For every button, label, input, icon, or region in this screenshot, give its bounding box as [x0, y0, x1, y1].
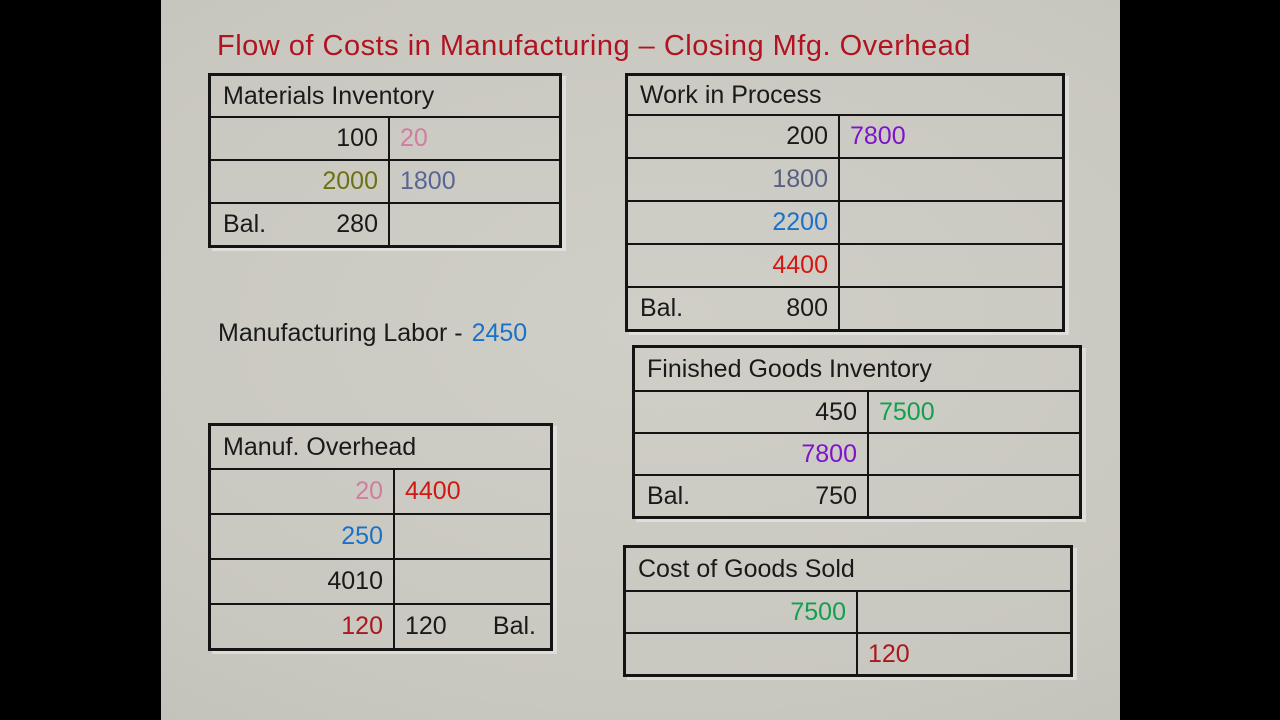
account-title: Materials Inventory — [223, 81, 435, 110]
debit-cell: Bal. 280 — [211, 204, 388, 245]
debit-cell — [626, 634, 856, 674]
debit-cell: Bal. 750 — [635, 476, 867, 516]
account-row: 7800 — [635, 432, 1079, 474]
credit-cell: 120 — [856, 634, 1070, 674]
credit-cell: 7500 — [867, 392, 1079, 432]
account-manufacturing-overhead: Manuf. Overhead 20 4400 250 — [208, 423, 553, 651]
credit-cell — [838, 288, 1062, 329]
amount-value: 1800 — [400, 167, 456, 195]
debit-cell: Bal. 800 — [628, 288, 838, 329]
account-row: 450 7500 — [635, 390, 1079, 432]
account-title: Manuf. Overhead — [223, 432, 417, 461]
amount-value: 7800 — [850, 122, 906, 150]
debit-cell: 1800 — [628, 159, 838, 200]
slide: Flow of Costs in Manufacturing – Closing… — [161, 0, 1120, 720]
account-title: Work in Process — [640, 80, 822, 109]
amount-value: 120 — [405, 612, 447, 640]
amount-value: 120 — [868, 639, 910, 668]
account-row: 7500 — [626, 590, 1070, 632]
amount-value: 800 — [786, 294, 828, 322]
credit-cell — [388, 204, 559, 245]
debit-cell: 4010 — [211, 560, 393, 603]
account-work-in-process: Work in Process 200 7800 1800 — [625, 73, 1065, 332]
account-row: 2200 — [628, 200, 1062, 243]
credit-cell — [838, 159, 1062, 200]
credit-cell — [867, 434, 1079, 474]
letterbox-right — [1120, 0, 1280, 720]
balance-label: Bal. — [647, 481, 691, 510]
debit-cell: 200 — [628, 116, 838, 157]
amount-value: 4400 — [405, 477, 461, 505]
amount-value: 4400 — [772, 251, 828, 279]
debit-cell: 20 — [211, 470, 393, 513]
credit-cell: 7800 — [838, 116, 1062, 157]
amount-value: 7500 — [879, 397, 935, 426]
amount-value: 2200 — [772, 208, 828, 236]
account-row: Bal. 800 — [628, 286, 1062, 329]
debit-cell: 100 — [211, 118, 388, 159]
credit-cell: 1800 — [388, 161, 559, 202]
amount-value: 120 — [341, 612, 383, 640]
amount-value: 20 — [355, 477, 383, 505]
debit-cell: 450 — [635, 392, 867, 432]
account-title: Cost of Goods Sold — [638, 554, 855, 583]
account-row: 120 — [626, 632, 1070, 674]
credit-cell — [856, 592, 1070, 632]
account-row: 100 20 — [211, 116, 559, 159]
account-row: 4400 — [628, 243, 1062, 286]
account-row: 120 120 Bal. — [211, 603, 550, 648]
account-row: Bal. 750 — [635, 474, 1079, 516]
debit-cell: 250 — [211, 515, 393, 558]
credit-cell: 20 — [388, 118, 559, 159]
debit-cell: 7500 — [626, 592, 856, 632]
credit-cell — [867, 476, 1079, 516]
amount-value: 280 — [336, 210, 378, 238]
labor-note-label: Manufacturing Labor - — [218, 319, 463, 347]
debit-cell: 7800 — [635, 434, 867, 474]
balance-label: Bal. — [640, 294, 684, 322]
credit-cell — [393, 560, 550, 603]
labor-note-value: 2450 — [471, 319, 528, 347]
amount-value: 2000 — [322, 167, 378, 195]
amount-value: 20 — [400, 124, 428, 152]
credit-cell — [393, 515, 550, 558]
account-cost-of-goods-sold: Cost of Goods Sold 7500 120 — [623, 545, 1073, 677]
page-title: Flow of Costs in Manufacturing – Closing… — [217, 30, 971, 62]
account-row: 200 7800 — [628, 114, 1062, 157]
credit-cell — [838, 245, 1062, 286]
account-row: 1800 — [628, 157, 1062, 200]
debit-cell: 2200 — [628, 202, 838, 243]
account-row: 20 4400 — [211, 468, 550, 513]
amount-value: 450 — [815, 397, 857, 426]
account-row: 4010 — [211, 558, 550, 603]
account-finished-goods-inventory: Finished Goods Inventory 450 7500 7800 — [632, 345, 1082, 519]
amount-value: 100 — [336, 124, 378, 152]
account-title: Finished Goods Inventory — [647, 354, 932, 383]
amount-value: 1800 — [772, 165, 828, 193]
amount-value: 750 — [815, 481, 857, 510]
account-row: 250 — [211, 513, 550, 558]
credit-cell — [838, 202, 1062, 243]
balance-label: Bal. — [492, 612, 536, 640]
account-materials-inventory: Materials Inventory 100 20 2000 1800 — [208, 73, 562, 248]
amount-value: 4010 — [327, 567, 383, 595]
account-row: 2000 1800 — [211, 159, 559, 202]
debit-cell: 4400 — [628, 245, 838, 286]
account-row: Bal. 280 — [211, 202, 559, 245]
debit-cell: 120 — [211, 605, 393, 648]
amount-value: 7800 — [801, 439, 857, 468]
amount-value: 7500 — [790, 597, 846, 626]
balance-label: Bal. — [223, 210, 267, 238]
credit-cell: 120 Bal. — [393, 605, 550, 648]
debit-cell: 2000 — [211, 161, 388, 202]
labor-note: Manufacturing Labor - 2450 — [218, 319, 527, 348]
credit-cell: 4400 — [393, 470, 550, 513]
amount-value: 200 — [786, 122, 828, 150]
amount-value: 250 — [341, 522, 383, 550]
letterbox-left — [0, 0, 161, 720]
